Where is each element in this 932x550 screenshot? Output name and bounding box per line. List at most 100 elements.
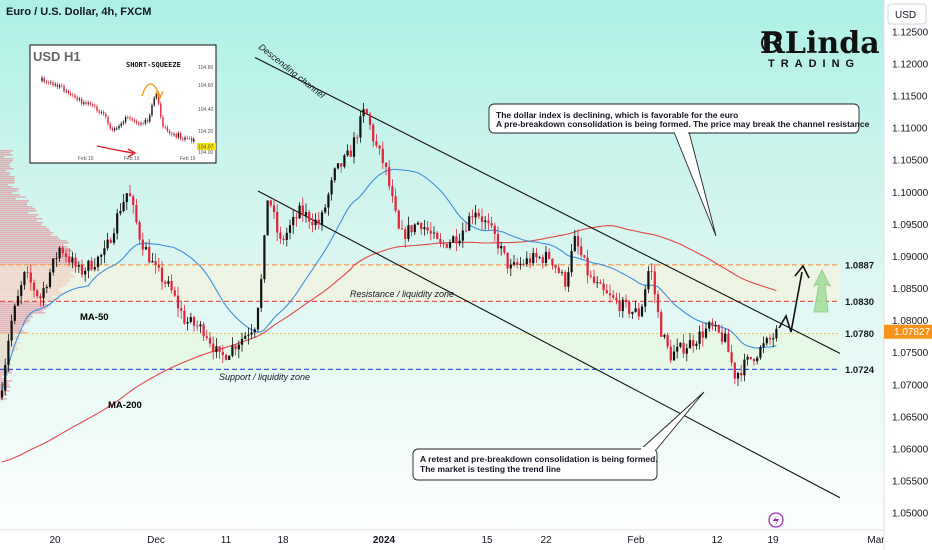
inset-arrow-orange — [141, 83, 161, 97]
inset-candle-body — [107, 116, 109, 124]
candle — [154, 253, 157, 274]
inset-candle-body — [96, 106, 98, 111]
note-bottom-line-1: A retest and pre-breakdown consolidation… — [420, 454, 658, 464]
candle — [727, 329, 730, 353]
liquidity-zones — [0, 264, 840, 370]
candle — [295, 212, 298, 227]
inset-candle-body — [83, 102, 85, 104]
volume-bar — [0, 194, 20, 196]
candle — [596, 276, 599, 288]
candle — [624, 294, 628, 308]
inset-chart[interactable]: USD H1 SHORT-SQUEEZE 104.80104.60104.401… — [29, 44, 217, 164]
inset-candles — [41, 75, 195, 144]
inset-arrowhead-orange — [155, 90, 164, 100]
volume-bar — [0, 184, 9, 186]
candle — [618, 292, 621, 317]
candle — [551, 258, 554, 270]
candle — [608, 284, 612, 303]
candle — [599, 279, 602, 284]
volume-bar — [0, 188, 19, 190]
candle — [237, 340, 240, 359]
volume-bar — [0, 304, 52, 306]
candle — [477, 208, 480, 220]
candlestick-series — [0, 102, 778, 401]
volume-bar — [0, 314, 33, 316]
candle — [704, 322, 708, 340]
inset-candle-body — [177, 133, 180, 138]
channel-upper-line[interactable] — [254, 57, 841, 354]
inset-candle-body — [133, 120, 136, 122]
candle — [436, 231, 439, 240]
candle — [407, 216, 410, 242]
candle — [461, 222, 464, 248]
inset-candle-body — [131, 118, 133, 121]
candle — [544, 246, 548, 267]
inset-candle-body — [54, 84, 56, 86]
volume-bar — [0, 172, 10, 174]
inset-candle-body — [186, 137, 188, 139]
inset-price-tag — [197, 143, 216, 150]
lightning-icon[interactable] — [768, 512, 784, 528]
candle — [80, 259, 84, 278]
candle — [324, 203, 327, 214]
candle — [74, 253, 77, 273]
candle — [692, 334, 695, 353]
candle — [490, 216, 493, 229]
candle — [308, 209, 311, 229]
candle — [656, 290, 660, 318]
inset-symbol: USD — [33, 49, 60, 64]
candle — [666, 332, 669, 350]
volume-bar — [0, 260, 73, 262]
candle — [500, 241, 503, 256]
volume-bar — [0, 250, 73, 252]
volume-bar — [0, 254, 69, 256]
candle — [42, 281, 45, 307]
candle — [589, 270, 592, 279]
candle — [554, 264, 557, 274]
candle — [448, 239, 452, 250]
inset-candle-body — [164, 126, 166, 128]
volume-bar — [0, 234, 52, 236]
currency-button[interactable]: USD — [887, 3, 927, 25]
inset-y-label-1: 104.60 — [198, 83, 214, 89]
inset-title: SHORT-SQUEEZE — [126, 61, 181, 69]
candle — [464, 221, 468, 233]
volume-bar — [0, 238, 61, 240]
candle — [256, 307, 260, 332]
candle — [410, 224, 413, 237]
candle — [650, 262, 653, 280]
y-tick-label-2: 1.11500 — [892, 92, 928, 103]
candle — [0, 382, 4, 401]
candle — [288, 219, 292, 240]
candle — [16, 289, 20, 307]
y-tick-label-13: 1.06000 — [892, 444, 929, 455]
channel-lower-line[interactable] — [257, 190, 841, 499]
y-tick-label-5: 1.10000 — [892, 188, 929, 199]
note-callout-bottom: A retest and pre-breakdown consolidation… — [412, 391, 705, 481]
candle — [128, 184, 132, 197]
candle — [320, 209, 324, 231]
x-tick-label-8: 12 — [711, 535, 723, 546]
inset-candle-body — [146, 119, 149, 122]
x-axis-background — [0, 530, 884, 550]
candle — [228, 355, 231, 360]
candle — [215, 338, 218, 359]
inset-candle-body — [160, 103, 162, 118]
candle — [263, 234, 266, 283]
candle — [231, 337, 234, 358]
volume-bar — [0, 198, 17, 200]
candle — [644, 285, 647, 313]
volume-bar — [0, 202, 27, 204]
candle — [762, 336, 765, 354]
volume-bar — [0, 218, 43, 220]
volume-bar — [0, 248, 71, 250]
inset-candle-body — [135, 121, 138, 123]
candle — [538, 255, 541, 260]
candle — [474, 205, 477, 225]
candle — [269, 199, 272, 208]
candle — [768, 334, 772, 345]
inset-candle-body — [43, 77, 45, 82]
volume-bar — [0, 242, 69, 244]
inset-candle-body — [80, 98, 83, 104]
